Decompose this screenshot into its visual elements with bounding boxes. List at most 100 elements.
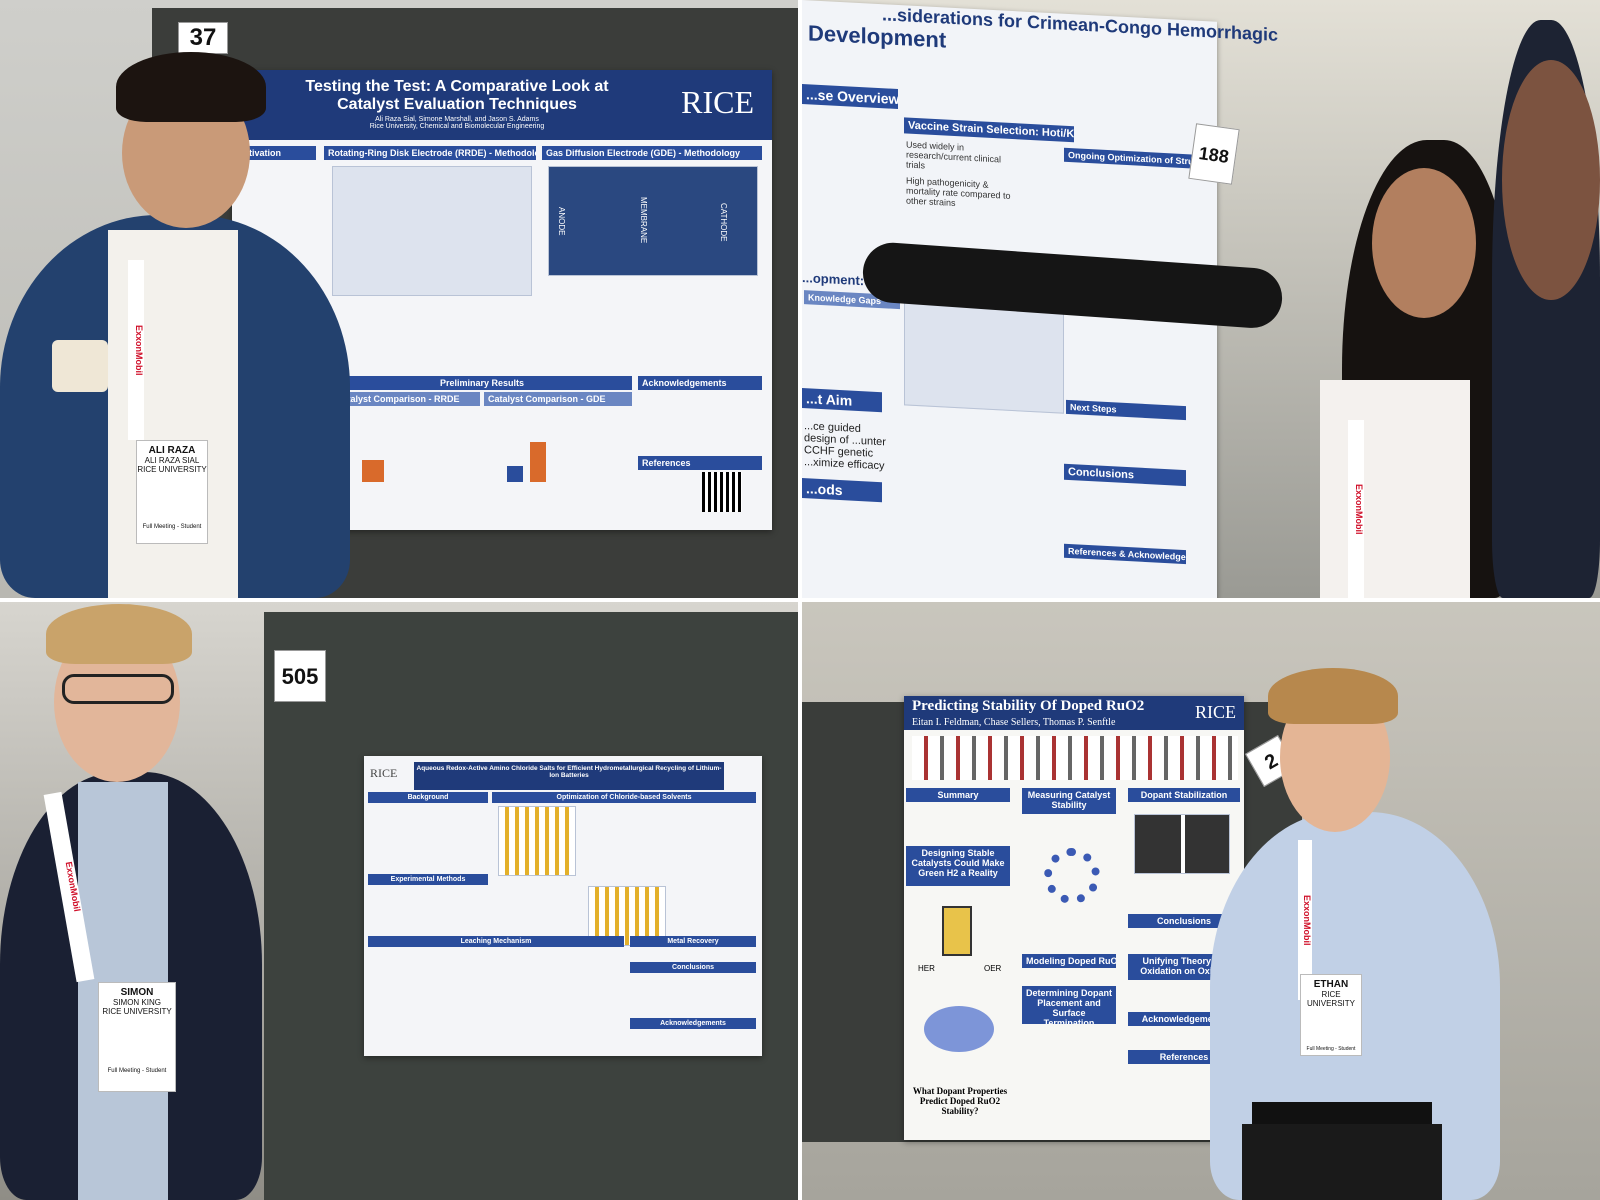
photo-top-right: Development ...siderations for Crimean-C… <box>802 0 1600 598</box>
section-motivation: Motivation <box>232 146 316 160</box>
hair <box>46 604 192 664</box>
photo-bottom-left: 505 RICE Aqueous Redox-Active Amino Chlo… <box>0 602 798 1200</box>
section-background: Background <box>368 792 488 803</box>
dopant-grid <box>1134 814 1230 874</box>
section-references: References & Acknowledgements <box>1064 543 1186 565</box>
crystal-structures <box>912 736 1238 780</box>
lanyard: ExxonMobil <box>128 260 144 440</box>
blouse <box>1320 380 1470 598</box>
badge-full-name: ALI RAZA SIAL <box>144 456 200 465</box>
board-number: 37 <box>178 22 228 54</box>
section-conclusions: Conclusions <box>1064 463 1186 487</box>
poster-title: Aqueous Redox-Active Amino Chloride Salt… <box>414 762 724 790</box>
section-designing: Designing Stable Catalysts Could Make Gr… <box>906 846 1010 886</box>
qr-code <box>702 472 742 512</box>
chart <box>498 806 576 876</box>
stability-plot <box>924 1006 994 1052</box>
badge-type: Full Meeting - Student <box>107 1068 167 1074</box>
name-badge: ALI RAZA ALI RAZA SIAL RICE UNIVERSITY F… <box>136 440 208 544</box>
catalyst-model <box>52 340 108 392</box>
section-acknowledgements: Acknowledgements <box>638 376 762 390</box>
poster: Predicting Stability Of Doped RuO2 Eitan… <box>904 696 1244 1140</box>
badge-org: RICE UNIVERSITY <box>102 1007 172 1016</box>
body-text: ...ce guided design of ...unter CCHF gen… <box>804 420 886 473</box>
section-leaching: Leaching Mechanism <box>368 936 624 947</box>
board-number: 505 <box>274 650 326 702</box>
badge-org: RICE UNIVERSITY <box>1306 990 1355 1008</box>
section-rrde-compare: Catalyst Comparison - RRDE <box>332 392 480 406</box>
poster-affiliation: Rice University, Chemical and Biomolecul… <box>369 123 545 130</box>
section-dopant-stabilization: Dopant Stabilization <box>1128 788 1240 802</box>
poster: RICE Aqueous Redox-Active Amino Chloride… <box>364 756 762 1056</box>
chart-bar <box>530 442 546 482</box>
section-vaccine-strain: Vaccine Strain Selection: Hoti/Kosovo <box>904 117 1074 143</box>
hair <box>116 52 266 122</box>
electrolyzer-diagram <box>942 906 972 956</box>
rice-logo: RICE <box>681 84 754 120</box>
mechanism-diagram <box>1044 848 1100 904</box>
name-badge: ETHAN RICE UNIVERSITY Full Meeting - Stu… <box>1300 974 1362 1056</box>
poster-title: Testing the Test: A Comparative Look at … <box>305 78 609 113</box>
trousers <box>1242 1124 1442 1200</box>
section-gde: Gas Diffusion Electrode (GDE) - Methodol… <box>542 146 762 160</box>
section-conclusions: Conclusions <box>630 962 756 973</box>
glasses <box>62 674 174 704</box>
section-modeling: Modeling Doped RuO2 <box>1022 954 1116 968</box>
rice-logo: RICE <box>370 766 398 780</box>
hair <box>1268 668 1398 724</box>
photo-top-left: 37 Testing the Test: A Comparative Look … <box>0 0 798 598</box>
badge-first-name: ALI RAZA <box>148 445 196 456</box>
section-metal-recovery: Metal Recovery <box>630 936 756 947</box>
question-heading: What Dopant Properties Predict Doped RuO… <box>912 1086 1008 1116</box>
section-methods: ...ods <box>802 478 882 503</box>
badge-type: Full Meeting - Student <box>1306 1046 1356 1052</box>
section-rrde: Rotating-Ring Disk Electrode (RRDE) - Me… <box>324 146 536 160</box>
poster: Testing the Test: A Comparative Look at … <box>232 70 772 530</box>
board-number: 188 <box>1188 123 1240 185</box>
photo-bottom-right: Predicting Stability Of Doped RuO2 Eitan… <box>802 602 1600 1200</box>
badge-first-name: SIMON <box>120 987 154 998</box>
section-aim: ...t Aim <box>802 388 882 413</box>
her-label: HER <box>918 964 935 973</box>
lanyard: ExxonMobil <box>1348 420 1364 598</box>
section-next-steps: Next Steps <box>1066 399 1186 421</box>
poster-header: Predicting Stability Of Doped RuO2 Eitan… <box>904 696 1244 730</box>
poster-header: Testing the Test: A Comparative Look at … <box>232 70 772 140</box>
presenter-face <box>1372 168 1476 318</box>
section-summary: Summary <box>906 788 1010 802</box>
section-references: References <box>638 456 762 470</box>
section-acknowledgements: Acknowledgements <box>630 1018 756 1029</box>
badge-type: Full Meeting - Student <box>142 524 202 530</box>
section-measuring: Measuring Catalyst Stability <box>1022 788 1116 814</box>
section-conclusions: Conclusions <box>1128 914 1240 928</box>
section-determining: Determining Dopant Placement and Surface… <box>1022 986 1116 1024</box>
rice-logo: RICE <box>1194 702 1236 722</box>
poster-title: Predicting Stability Of Doped RuO2 <box>912 698 1145 714</box>
body-text: Used widely in research/current clinical… <box>906 139 1002 171</box>
anode-label: ANODE <box>557 207 566 236</box>
listener-face <box>1502 60 1600 300</box>
badge-first-name: ETHAN <box>1313 979 1349 990</box>
chart-bar <box>362 460 384 482</box>
section-optimization: Ongoing Optimization of Structure <box>1064 147 1192 169</box>
lanyard: ExxonMobil <box>1298 840 1312 1000</box>
gde-diagram: ANODE MEMBRANE CATHODE <box>548 166 758 276</box>
oer-label: OER <box>984 964 1002 973</box>
badge-org: RICE UNIVERSITY <box>137 465 207 474</box>
section-gde-compare: Catalyst Comparison - GDE <box>484 392 632 406</box>
badge-full-name: SIMON KING <box>112 998 161 1007</box>
section-results: Preliminary Results <box>332 376 632 390</box>
section-overview: ...se Overview <box>802 84 898 110</box>
poster-authors: Ali Raza Sial, Simone Marshall, and Jaso… <box>375 116 539 123</box>
section-development: ...opment: <box>802 270 865 289</box>
cathode-label: CATHODE <box>719 203 728 242</box>
membrane-label: MEMBRANE <box>639 197 648 244</box>
name-badge: SIMON SIMON KING RICE UNIVERSITY Full Me… <box>98 982 176 1092</box>
poster-authors: Eitan I. Feldman, Chase Sellers, Thomas … <box>912 717 1116 728</box>
belt <box>1252 1102 1432 1126</box>
section-optimization: Optimization of Chloride-based Solvents <box>492 792 756 803</box>
rrde-diagram <box>332 166 532 296</box>
body-text: High pathogenicity & mortality rate comp… <box>906 175 1011 209</box>
section-experimental: Experimental Methods <box>368 874 488 885</box>
chart-bar <box>507 466 523 482</box>
